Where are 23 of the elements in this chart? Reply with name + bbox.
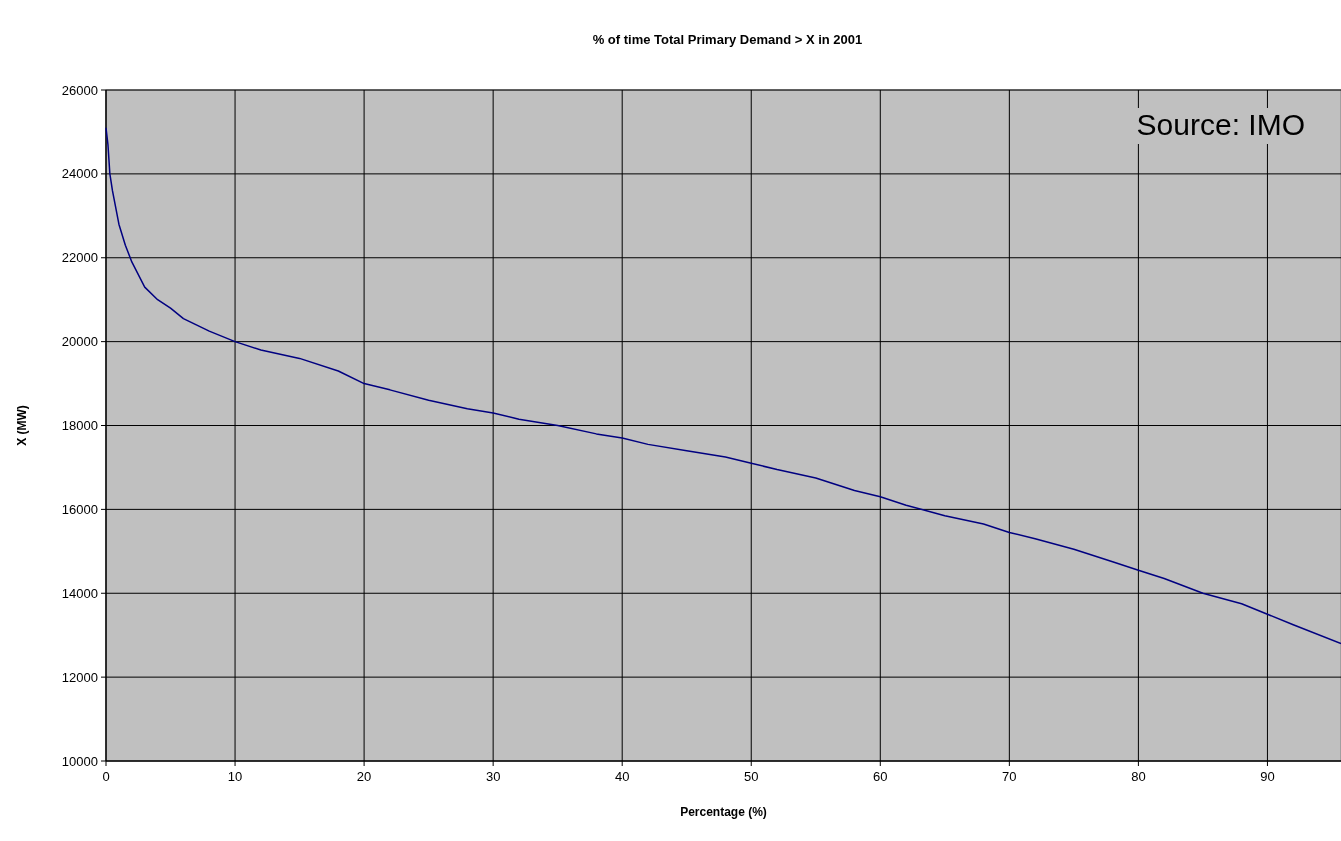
x-tick-label: 70 [1002, 769, 1017, 784]
chart-title: % of time Total Primary Demand > X in 2001 [592, 32, 863, 47]
y-tick-label: 12000 [61, 669, 98, 685]
y-tick-label: 14000 [61, 585, 98, 601]
x-tick-label: 60 [873, 769, 888, 784]
y-tick-label: 22000 [61, 250, 98, 266]
y-tick-label: 18000 [61, 418, 98, 433]
x-axis-title: Percentage (%) [680, 805, 767, 819]
x-tick-label: 40 [614, 769, 630, 784]
x-tick-label: 30 [485, 769, 501, 784]
y-tick-label: 24000 [61, 166, 98, 182]
x-tick-label: 50 [744, 769, 759, 784]
y-tick-label: 16000 [61, 501, 98, 517]
x-tick-label: 20 [356, 769, 372, 784]
x-tick-label: 10 [227, 769, 243, 784]
y-axis-title: X (MW) [15, 405, 29, 446]
x-tick-label: 90 [1260, 769, 1275, 784]
y-tick-label: 10000 [61, 753, 98, 769]
x-tick-label: 0 [102, 769, 110, 784]
y-tick-label: 20000 [61, 334, 98, 350]
x-tick-label: 80 [1131, 769, 1146, 784]
y-tick-label: 26000 [61, 82, 98, 98]
annotation: Source: IMO [1136, 108, 1305, 141]
